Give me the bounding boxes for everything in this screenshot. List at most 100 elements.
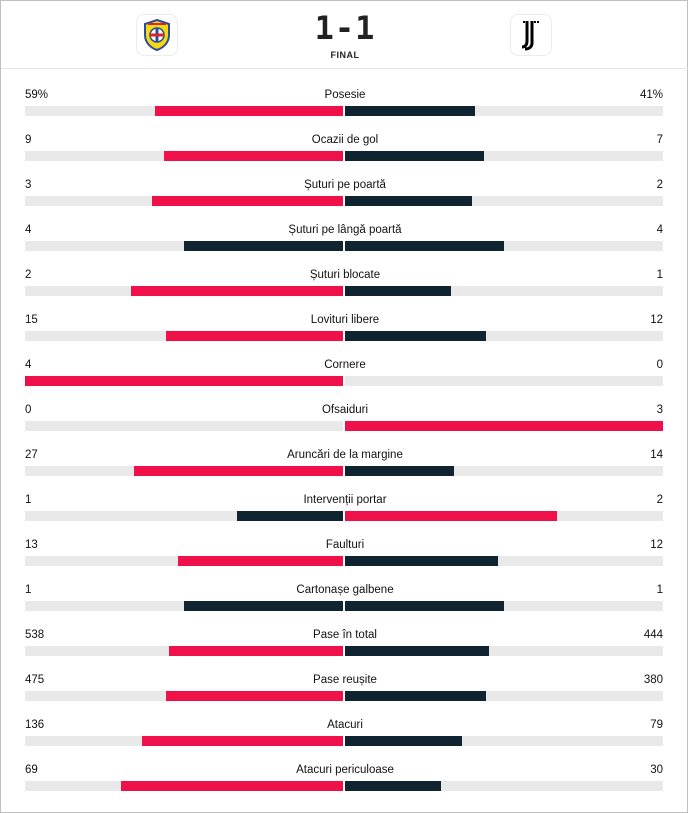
stat-home-value: 3 <box>25 179 32 191</box>
stat-row: 27 Aruncări de la margine 14 <box>1 447 688 492</box>
stat-label: Cornere <box>324 359 366 371</box>
stat-home-fill <box>25 376 343 386</box>
stat-away-value: 14 <box>650 449 663 461</box>
stat-home-fill <box>134 466 343 476</box>
stat-away-value: 2 <box>656 179 663 191</box>
stat-home-bar <box>25 106 343 116</box>
stat-label: Atacuri periculoase <box>296 764 394 776</box>
stat-home-fill <box>142 736 343 746</box>
stat-label: Faulturi <box>325 539 365 551</box>
stat-away-bar <box>345 331 663 341</box>
stats-list: 59% Posesie 41% 9 Ocazii de gol 7 3 Șuturi pe p… <box>1 87 688 807</box>
stat-label: Aruncări de la margine <box>287 449 403 461</box>
stat-label: Posesie <box>324 89 366 101</box>
stat-row: 15 Lovituri libere 12 <box>1 312 688 357</box>
stat-away-value: 12 <box>650 539 663 551</box>
stat-home-bar <box>25 376 343 386</box>
stat-away-bar <box>345 646 663 656</box>
stat-away-fill <box>345 151 484 161</box>
stat-row: 3 Șuturi pe poartă 2 <box>1 177 688 222</box>
stat-row: 2 Șuturi blocate 1 <box>1 267 688 312</box>
stat-away-fill <box>345 421 663 431</box>
juventus-crest-icon <box>521 21 539 51</box>
stat-away-bar <box>345 466 663 476</box>
stat-away-bar <box>345 106 663 116</box>
stat-row: 69 Atacuri periculoase 30 <box>1 762 688 807</box>
stat-away-bar <box>345 241 663 251</box>
stat-home-value: 1 <box>25 584 32 596</box>
stat-home-value: 13 <box>25 539 38 551</box>
stat-home-value: 2 <box>25 269 32 281</box>
stat-away-value: 7 <box>656 134 663 146</box>
stat-home-bar <box>25 196 343 206</box>
stat-away-fill <box>345 556 498 566</box>
stat-home-bar <box>25 286 343 296</box>
stat-away-bar <box>345 286 663 296</box>
stat-away-value: 0 <box>656 359 663 371</box>
stat-label: Intervenții portar <box>303 494 387 506</box>
villarreal-crest-icon <box>144 19 170 51</box>
stat-home-fill <box>155 106 343 116</box>
stat-label: Șuturi blocate <box>309 269 381 281</box>
stat-away-fill <box>345 781 441 791</box>
stat-away-bar <box>345 151 663 161</box>
stat-home-value: 136 <box>25 719 45 731</box>
stat-home-value: 1 <box>25 494 32 506</box>
stat-home-fill <box>121 781 343 791</box>
stat-row: 4 Cornere 0 <box>1 357 688 402</box>
stat-away-fill <box>345 646 489 656</box>
stat-row: 4 Șuturi pe lângă poartă 4 <box>1 222 688 267</box>
stat-home-fill <box>184 601 343 611</box>
stat-label: Lovituri libere <box>310 314 380 326</box>
stat-home-value: 0 <box>25 404 32 416</box>
stat-away-value: 12 <box>650 314 663 326</box>
stat-home-bar <box>25 241 343 251</box>
stat-away-value: 79 <box>650 719 663 731</box>
stat-away-fill <box>345 241 504 251</box>
stat-label: Ocazii de gol <box>311 134 379 146</box>
stat-home-bar <box>25 331 343 341</box>
stat-home-fill <box>164 151 343 161</box>
stat-home-fill <box>184 241 343 251</box>
stat-home-value: 538 <box>25 629 45 641</box>
stat-away-fill <box>345 736 462 746</box>
stat-away-value: 1 <box>656 269 663 281</box>
stat-away-bar <box>345 691 663 701</box>
stat-row: 59% Posesie 41% <box>1 87 688 132</box>
stat-away-bar <box>345 556 663 566</box>
away-team-logo[interactable] <box>510 14 552 56</box>
stat-home-fill <box>169 646 343 656</box>
stat-row: 136 Atacuri 79 <box>1 717 688 762</box>
stat-away-value: 380 <box>643 674 663 686</box>
stat-home-value: 27 <box>25 449 38 461</box>
stat-home-fill <box>152 196 343 206</box>
stat-away-value: 2 <box>656 494 663 506</box>
stat-away-bar <box>345 736 663 746</box>
stat-away-fill <box>345 601 504 611</box>
stat-label: Ofsaiduri <box>321 404 369 416</box>
stat-away-bar <box>345 421 663 431</box>
stat-row: 1 Intervenții portar 2 <box>1 492 688 537</box>
stat-away-bar <box>345 376 663 386</box>
stat-home-value: 59% <box>25 89 49 101</box>
stat-home-bar <box>25 151 343 161</box>
stat-away-fill <box>345 691 486 701</box>
stat-away-bar <box>345 601 663 611</box>
stat-home-bar <box>25 781 343 791</box>
stat-away-fill <box>345 286 451 296</box>
stat-row: 13 Faulturi 12 <box>1 537 688 582</box>
stat-home-value: 475 <box>25 674 45 686</box>
stat-label: Pase reușite <box>313 674 377 686</box>
stat-home-fill <box>131 286 343 296</box>
stat-label: Șuturi pe lângă poartă <box>288 224 402 236</box>
stat-home-bar <box>25 601 343 611</box>
home-team-logo[interactable] <box>136 14 178 56</box>
stat-home-bar <box>25 511 343 521</box>
stat-away-bar <box>345 511 663 521</box>
stat-row: 0 Ofsaiduri 3 <box>1 402 688 447</box>
stat-away-value: 41% <box>639 89 663 101</box>
stat-row: 9 Ocazii de gol 7 <box>1 132 688 177</box>
stat-home-bar <box>25 691 343 701</box>
stat-home-fill <box>178 556 343 566</box>
